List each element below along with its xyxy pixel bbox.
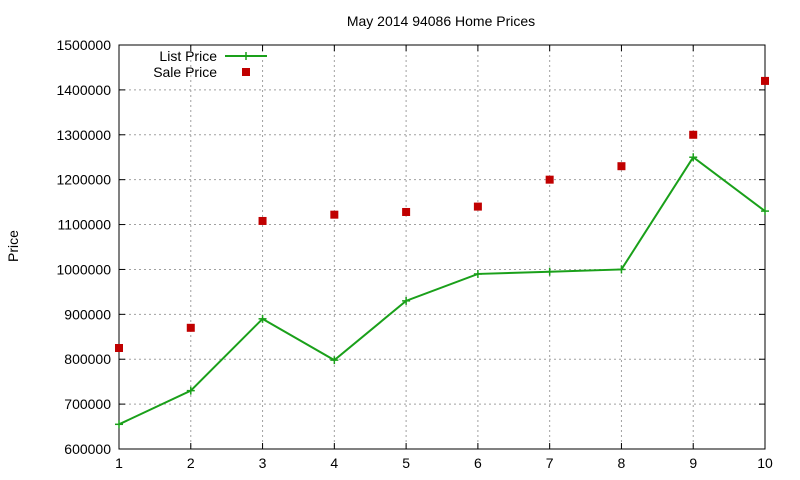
x-tick-label: 1 xyxy=(115,455,123,471)
sale-price-point xyxy=(186,323,195,332)
y-tick-label: 1500000 xyxy=(56,37,111,53)
y-tick-label: 1300000 xyxy=(56,127,111,143)
sale-price-point xyxy=(473,202,482,211)
y-tick-label: 700000 xyxy=(64,396,111,412)
y-axis-label: Price xyxy=(5,230,21,262)
list-price-point xyxy=(689,153,698,162)
sale-price-point xyxy=(258,216,267,225)
x-tick-label: 2 xyxy=(187,455,195,471)
tick-marks xyxy=(118,44,766,450)
x-tick-label: 3 xyxy=(259,455,267,471)
legend-square-marker xyxy=(242,68,250,76)
sale-price-point xyxy=(115,344,123,352)
x-tick-label: 9 xyxy=(689,455,697,471)
x-tick-label: 10 xyxy=(757,455,773,471)
list-price-point xyxy=(545,267,554,276)
y-tick-label: 800000 xyxy=(64,351,111,367)
data-series xyxy=(115,76,769,429)
list-price-line xyxy=(118,155,766,426)
y-tick-label: 1000000 xyxy=(56,261,111,277)
x-tick-label: 4 xyxy=(330,455,338,471)
list-price-point xyxy=(115,420,123,429)
y-tick-label: 1200000 xyxy=(56,172,111,188)
list-price-point xyxy=(473,269,482,278)
y-tick-label: 900000 xyxy=(64,306,111,322)
list-price-point xyxy=(617,265,626,274)
x-tick-label: 8 xyxy=(618,455,626,471)
x-tick-label: 6 xyxy=(474,455,482,471)
list-price-point xyxy=(330,356,339,365)
legend-plus-marker xyxy=(242,52,250,60)
series-sale-price xyxy=(115,76,769,352)
sale-price-point xyxy=(330,210,339,219)
list-price-point xyxy=(761,207,769,216)
sale-price-point xyxy=(761,76,769,85)
y-tick-label: 1400000 xyxy=(56,82,111,98)
plot-frame xyxy=(118,44,766,450)
plot-border xyxy=(118,44,766,450)
legend-label: Sale Price xyxy=(153,64,217,80)
series-list-price xyxy=(115,153,769,429)
x-tick-label: 7 xyxy=(546,455,554,471)
sale-price-point xyxy=(617,162,626,171)
y-tick-label: 600000 xyxy=(64,441,111,457)
y-tick-label: 1100000 xyxy=(58,217,112,233)
sale-price-point xyxy=(402,207,411,216)
list-price-point xyxy=(258,314,267,323)
sale-price-point xyxy=(689,130,698,139)
grid-lines xyxy=(119,45,765,449)
tick-labels: 6000007000008000009000001000000110000012… xyxy=(56,37,773,471)
sale-price-point xyxy=(545,175,554,184)
list-price-point xyxy=(402,296,411,305)
x-tick-label: 5 xyxy=(402,455,410,471)
list-price-point xyxy=(186,386,195,395)
legend-label: List Price xyxy=(159,48,217,64)
chart-title: May 2014 94086 Home Prices xyxy=(347,13,535,29)
